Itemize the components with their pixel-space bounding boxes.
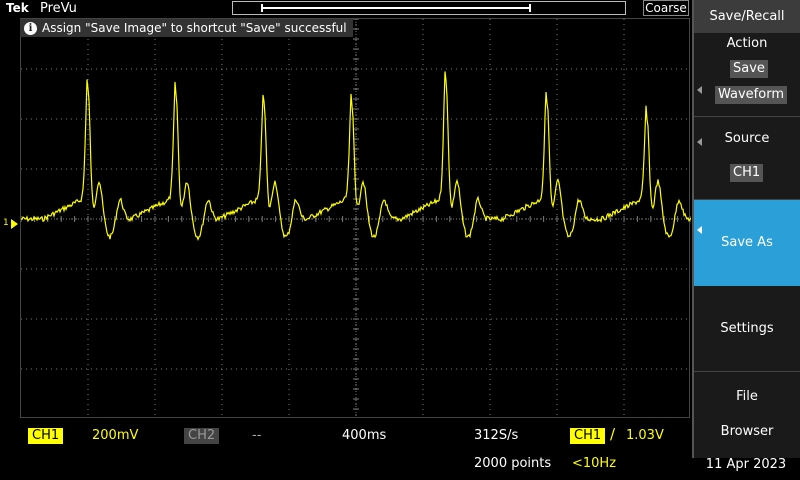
ch1-vertical-scale[interactable]: 200mV <box>92 428 139 443</box>
record-length: 2000 points <box>474 456 552 471</box>
graticule-grid <box>21 19 691 419</box>
menu-save-as-button[interactable]: Save As <box>694 200 800 286</box>
file-browser-label-line2: Browser <box>720 424 774 439</box>
action-title: Action <box>726 36 768 51</box>
save-as-label: Save As <box>721 235 773 250</box>
info-icon: i <box>24 21 37 35</box>
menu-source-slot[interactable]: Source CH1 <box>694 117 800 200</box>
ch2-vertical-scale: -- <box>252 428 262 443</box>
ch1-waveform-trace <box>21 71 691 241</box>
source-value[interactable]: CH1 <box>730 164 764 182</box>
settings-label: Settings <box>720 321 774 336</box>
chevron-left-icon <box>697 138 702 146</box>
ch1-marker-label: 1 <box>3 218 9 228</box>
menu-settings-button[interactable]: Settings <box>694 286 800 372</box>
horizontal-scale[interactable]: 400ms <box>342 428 387 443</box>
chevron-left-icon <box>697 226 702 234</box>
ch1-ground-marker[interactable]: 1 <box>0 218 20 230</box>
chevron-left-icon <box>697 86 702 94</box>
file-browser-label-line1: File <box>736 389 758 404</box>
trigger-source[interactable]: CH1 <box>570 428 606 444</box>
top-bar: Tek PreVu Coarse <box>0 0 692 18</box>
trigger-slope-icon: ∕ <box>610 425 616 443</box>
record-window-indicator <box>261 4 531 12</box>
brand-logo: Tek <box>6 1 29 15</box>
notification-text: Assign "Save Image" to shortcut "Save" s… <box>42 21 347 35</box>
action-option-save[interactable]: Save <box>730 60 768 78</box>
coarse-button[interactable]: Coarse <box>643 0 689 16</box>
trigger-level[interactable]: 1.03V <box>626 428 664 443</box>
menu-title: Save/Recall <box>694 0 800 33</box>
status-bar: CH1 200mV CH2 -- 400ms 312S/s CH1 ∕ 1.03… <box>0 418 692 480</box>
action-option-waveform[interactable]: Waveform <box>715 86 787 104</box>
waveform-graticule[interactable] <box>20 18 691 419</box>
notification-banner: i Assign "Save Image" to shortcut "Save"… <box>20 19 353 37</box>
date-display: 11 Apr 2023 <box>705 457 787 472</box>
ch1-button[interactable]: CH1 <box>28 428 64 444</box>
trigger-frequency: <10Hz <box>572 456 617 471</box>
ch1-marker-arrow-icon <box>11 219 18 229</box>
record-view-bar[interactable] <box>232 1 626 15</box>
source-title: Source <box>724 131 770 146</box>
ch2-button[interactable]: CH2 <box>184 428 220 444</box>
sample-rate: 312S/s <box>474 428 519 443</box>
save-recall-menu: Save/Recall Action Save Waveform Source … <box>692 0 800 458</box>
acquisition-mode: PreVu <box>40 1 77 16</box>
menu-action-slot[interactable]: Action Save Waveform <box>694 33 800 117</box>
menu-file-browser-button[interactable]: File Browser <box>694 372 800 458</box>
